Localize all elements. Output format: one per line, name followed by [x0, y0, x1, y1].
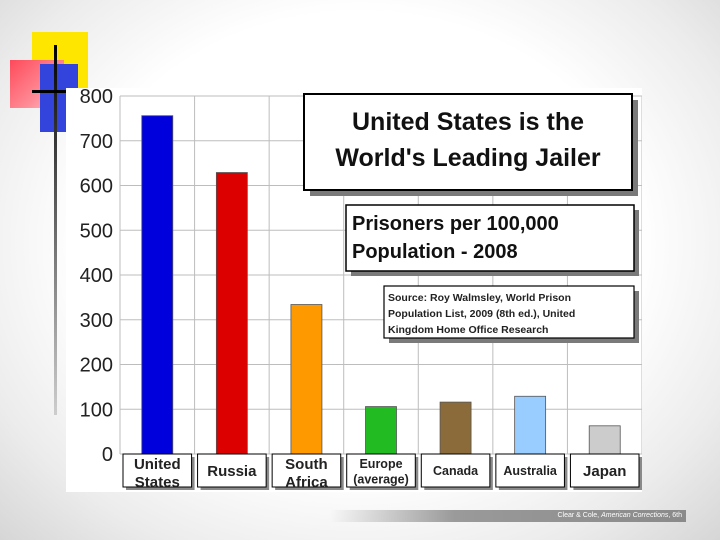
- footer-citation-end: , 6th: [668, 512, 682, 519]
- x-category-text: Europe: [359, 457, 402, 471]
- x-category-text: (average): [353, 473, 409, 487]
- x-category-label: Japan: [569, 453, 642, 490]
- footer-citation-start: Clear & Cole,: [557, 512, 602, 519]
- bar: [290, 304, 323, 455]
- x-category-text: Africa: [285, 474, 328, 491]
- chart-title-box: United States is the World's Leading Jai…: [303, 93, 638, 196]
- chart-source-line-1: Source: Roy Walmsley, World Prison: [388, 292, 571, 304]
- y-tick-label: 800: [80, 88, 113, 108]
- y-tick-label: 600: [80, 176, 113, 198]
- x-category-text: United: [134, 456, 181, 473]
- x-category-label: Europe (average): [346, 453, 419, 490]
- y-tick-label: 0: [102, 444, 113, 466]
- y-tick-label: 500: [80, 220, 113, 242]
- y-tick-label: 700: [80, 131, 113, 153]
- chart-title-line-2: World's Leading Jailer: [335, 144, 601, 172]
- decor-horizontal-line: [32, 90, 76, 93]
- y-tick-label: 400: [80, 265, 113, 287]
- decor-vertical-line: [54, 45, 57, 415]
- bar: [588, 425, 621, 455]
- x-category-label: Canada: [420, 453, 493, 490]
- x-category-text: South: [285, 456, 328, 473]
- x-category-text: Canada: [433, 464, 479, 478]
- x-category-text: Australia: [503, 464, 558, 478]
- x-category-text: States: [135, 474, 180, 491]
- footer-citation-book: American Corrections: [601, 512, 669, 519]
- y-tick-label: 100: [80, 399, 113, 421]
- bar: [514, 395, 547, 455]
- chart-bars: [141, 115, 621, 455]
- chart-subtitle-line-1: Prisoners per 100,000: [352, 213, 559, 235]
- bar: [215, 172, 248, 455]
- chart-source-line-3: Kingdom Home Office Research: [388, 324, 548, 336]
- x-category-label: Australia: [495, 453, 568, 490]
- y-tick-label: 300: [80, 310, 113, 332]
- x-category-label: Russia: [197, 453, 270, 490]
- chart-source-box: Source: Roy Walmsley, World Prison Popul…: [383, 285, 639, 343]
- footer-citation: Clear & Cole, American Corrections, 6th: [557, 510, 682, 522]
- chart-title-line-1: United States is the: [352, 108, 584, 136]
- chart-y-axis: 0 100 200 300 400 500 600 700 800: [80, 88, 113, 466]
- bar: [141, 115, 174, 455]
- x-category-text: Russia: [207, 463, 257, 480]
- bar: [365, 406, 397, 455]
- chart-source-line-2: Population List, 2009 (8th ed.), United: [388, 308, 575, 320]
- x-category-text: Japan: [583, 463, 626, 480]
- chart-subtitle-line-2: Population - 2008: [352, 241, 518, 263]
- y-tick-label: 200: [80, 355, 113, 377]
- bar: [439, 401, 472, 455]
- chart-subtitle-box: Prisoners per 100,000 Population - 2008: [345, 204, 639, 276]
- footer-bar: [330, 510, 686, 522]
